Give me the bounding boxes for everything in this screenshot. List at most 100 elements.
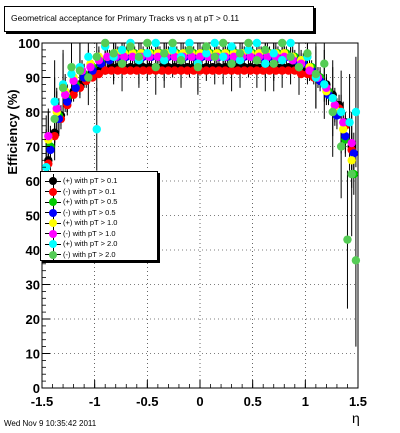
data-point [185,45,194,55]
data-point [63,97,72,106]
data-point [320,80,329,89]
data-point [252,66,262,75]
data-point [349,149,358,158]
legend-label: (-) with pT > 0.5 [63,207,116,217]
x-tick-label: 0.5 [244,394,262,409]
data-point [168,45,177,55]
data-point [227,66,236,75]
data-point [157,66,167,75]
data-point [92,52,101,61]
data-point [50,97,59,106]
data-point [75,66,85,75]
data-point [345,118,354,127]
data-point [271,66,281,75]
data-point [117,59,127,68]
x-tick-label: 1 [302,394,309,409]
data-point [351,107,361,117]
data-point [67,69,76,79]
data-point [168,38,177,48]
data-point [269,49,278,58]
legend-label: (+) with pT > 2.0 [63,239,118,248]
timestamp-footer: Wed Nov 9 10:35:42 2011 [4,419,97,428]
data-point [210,52,219,61]
data-point [210,38,219,48]
data-point [176,66,186,75]
data-point [67,62,76,72]
data-point [218,38,228,48]
data-point [119,52,129,61]
data-point [138,66,148,75]
data-point [269,59,278,68]
legend-dot-icon [49,219,57,227]
y-tick-label: 40 [26,243,40,258]
data-point [336,142,346,151]
data-point [151,62,160,72]
y-tick-label: 100 [18,36,40,51]
data-point [117,45,127,55]
data-point [50,131,59,141]
data-point [261,45,270,55]
data-point [128,52,137,61]
data-point [143,38,152,48]
data-point [69,76,78,86]
x-tick-label: -1 [89,394,101,409]
data-point [126,42,135,51]
data-point [286,38,295,48]
legend-entry: (-) with pT > 0.5 [45,205,157,220]
data-point [202,66,211,75]
data-point [277,38,287,48]
data-point [84,52,93,61]
legend-entry: (+) with pT > 0.1 [45,174,157,188]
data-point [330,100,340,110]
data-point [277,66,287,75]
data-point [259,66,268,75]
y-tick-label: 0 [33,381,40,396]
data-point [159,49,169,58]
legend-label: (+) with pT > 1.0 [63,218,118,227]
legend-entry: (-) with pT > 0.1 [45,184,157,199]
data-point [261,59,270,68]
data-point [195,52,205,61]
y-tick-label: 20 [26,312,40,327]
data-point [134,52,144,61]
data-point [42,163,51,172]
y-tick-label: 10 [26,347,40,362]
data-point [109,49,118,58]
chart-title-box: Geometrical acceptance for Primary Track… [4,6,314,32]
data-point [84,73,93,82]
legend-entry: (-) with pT > 2.0 [45,247,157,262]
data-point [233,66,243,75]
data-point [94,69,104,79]
data-point [221,66,230,75]
data-point [202,49,211,58]
legend-label: (-) with pT > 1.0 [63,228,116,238]
data-point [164,66,173,75]
data-point [351,256,361,265]
data-point [235,49,245,58]
data-point [183,66,192,75]
data-point [336,107,346,117]
legend-dot-icon [49,208,57,217]
data-point [69,90,78,99]
data-point [187,52,196,61]
legend-label: (-) with pT > 2.0 [63,249,116,259]
x-tick-label: 1.5 [349,394,367,409]
data-point [176,56,186,65]
data-point [86,62,95,72]
data-point [343,235,352,244]
data-point [265,66,274,75]
data-point [347,138,356,148]
data-point [227,59,236,68]
data-point [246,66,255,75]
data-point [44,131,53,141]
x-axis-label: η [352,410,360,426]
data-point [240,66,249,75]
legend-dot-icon [49,250,57,259]
data-point [153,52,163,61]
data-point [170,52,179,61]
data-point [227,42,236,51]
legend-dot-icon [49,229,57,238]
data-point [151,38,160,48]
data-point [202,42,211,51]
